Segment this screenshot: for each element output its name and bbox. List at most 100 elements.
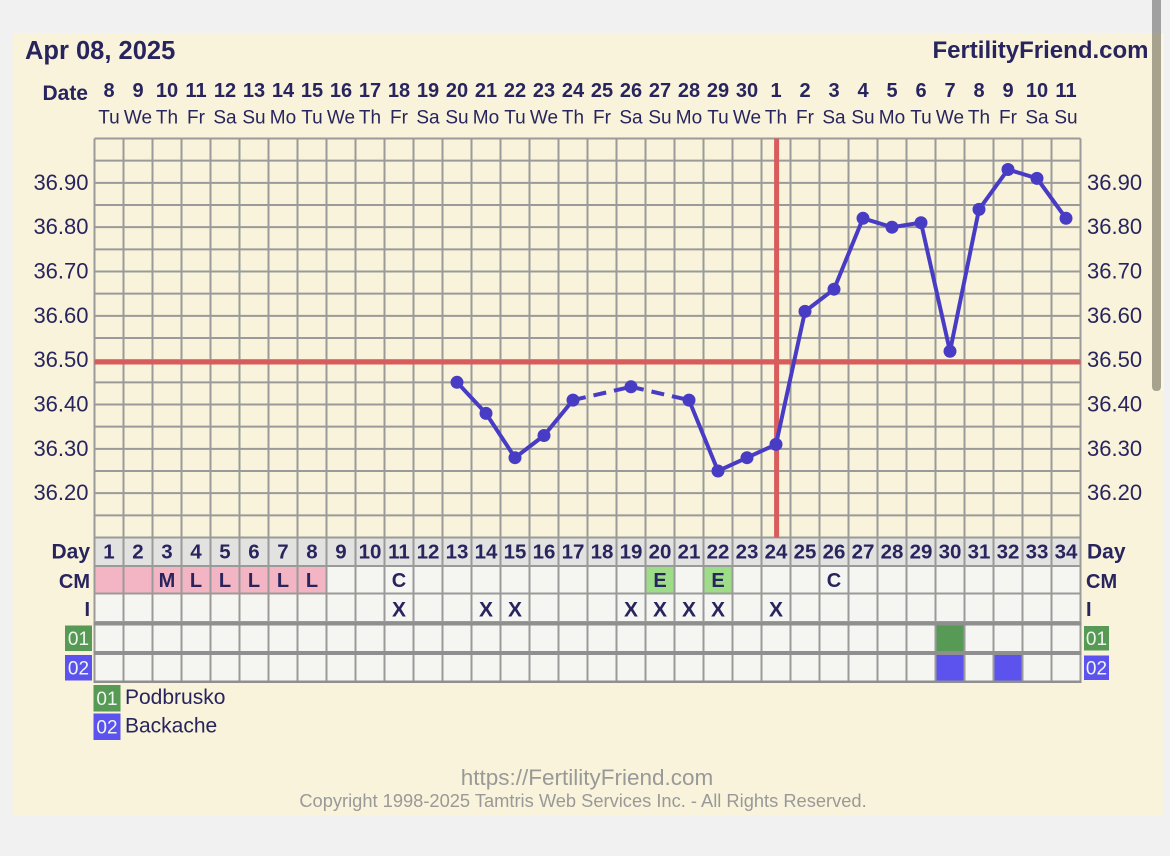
svg-text:36.70: 36.70 <box>33 259 88 284</box>
svg-text:02: 02 <box>68 658 89 679</box>
svg-text:4: 4 <box>857 80 869 102</box>
svg-text:36.90: 36.90 <box>1087 170 1142 195</box>
svg-text:10: 10 <box>156 80 178 102</box>
svg-text:6: 6 <box>915 80 926 102</box>
svg-text:X: X <box>392 599 406 622</box>
svg-text:2: 2 <box>132 541 143 564</box>
svg-text:E: E <box>711 570 724 592</box>
svg-text:13: 13 <box>446 541 469 564</box>
svg-text:17: 17 <box>562 541 585 564</box>
svg-text:X: X <box>508 599 522 622</box>
svg-text:15: 15 <box>301 80 323 102</box>
svg-text:Fr: Fr <box>187 108 206 129</box>
svg-text:Date: Date <box>42 82 88 105</box>
svg-text:Th: Th <box>359 108 381 129</box>
svg-text:C: C <box>827 570 841 592</box>
svg-text:X: X <box>624 599 638 622</box>
svg-text:We: We <box>124 108 152 129</box>
svg-text:CM: CM <box>59 571 90 593</box>
svg-text:19: 19 <box>620 541 643 564</box>
svg-text:14: 14 <box>475 541 498 564</box>
svg-text:02: 02 <box>96 717 117 738</box>
svg-text:Sa: Sa <box>416 108 440 129</box>
svg-text:Su: Su <box>851 108 874 129</box>
svg-text:Day: Day <box>51 541 90 564</box>
svg-text:6: 6 <box>248 541 259 564</box>
svg-text:C: C <box>392 570 406 592</box>
svg-text:36.30: 36.30 <box>33 436 88 461</box>
svg-text:9: 9 <box>1002 80 1013 102</box>
svg-text:Mo: Mo <box>879 108 905 129</box>
svg-text:We: We <box>530 108 558 129</box>
svg-text:Mo: Mo <box>676 108 702 129</box>
svg-text:9: 9 <box>132 80 143 102</box>
svg-text:Tu: Tu <box>910 108 931 129</box>
svg-text:FertilityFriend.com: FertilityFriend.com <box>932 37 1148 64</box>
svg-text:Fr: Fr <box>593 108 612 129</box>
svg-text:36.20: 36.20 <box>33 480 88 505</box>
svg-text:8: 8 <box>306 541 317 564</box>
svg-text:5: 5 <box>219 541 230 564</box>
svg-text:26: 26 <box>620 80 642 102</box>
svg-text:30: 30 <box>939 541 962 564</box>
svg-text:36.30: 36.30 <box>1087 436 1142 461</box>
svg-text:1: 1 <box>770 80 781 102</box>
svg-text:11: 11 <box>388 541 410 564</box>
svg-text:36.40: 36.40 <box>1087 392 1142 417</box>
svg-text:34: 34 <box>1055 541 1078 564</box>
svg-text:Apr 08, 2025: Apr 08, 2025 <box>25 37 175 65</box>
svg-text:23: 23 <box>736 541 759 564</box>
svg-text:7: 7 <box>277 541 288 564</box>
svg-text:Day: Day <box>1087 541 1126 564</box>
svg-text:Mo: Mo <box>270 108 296 129</box>
svg-text:26: 26 <box>823 541 846 564</box>
svg-text:3: 3 <box>828 80 839 102</box>
svg-text:21: 21 <box>475 80 497 102</box>
svg-text:L: L <box>219 570 231 592</box>
svg-text:M: M <box>159 570 176 592</box>
svg-text:Sa: Sa <box>619 108 643 129</box>
svg-text:Th: Th <box>562 108 584 129</box>
svg-text:11: 11 <box>185 80 206 102</box>
svg-text:We: We <box>936 108 964 129</box>
svg-text:22: 22 <box>707 541 730 564</box>
svg-text:16: 16 <box>330 80 352 102</box>
svg-text:4: 4 <box>190 541 202 564</box>
svg-text:21: 21 <box>678 541 701 564</box>
svg-text:14: 14 <box>272 80 295 102</box>
svg-text:X: X <box>711 599 725 622</box>
svg-text:Fr: Fr <box>999 108 1018 129</box>
svg-text:Th: Th <box>765 108 787 129</box>
svg-text:X: X <box>653 599 667 622</box>
svg-text:10: 10 <box>1026 80 1048 102</box>
svg-text:7: 7 <box>944 80 955 102</box>
svg-text:Fr: Fr <box>390 108 409 129</box>
svg-text:10: 10 <box>359 541 382 564</box>
svg-text:L: L <box>306 570 318 592</box>
svg-text:Tu: Tu <box>301 108 322 129</box>
svg-text:28: 28 <box>881 541 904 564</box>
svg-text:Sa: Sa <box>213 108 237 129</box>
svg-text:Th: Th <box>968 108 990 129</box>
svg-text:I: I <box>1086 599 1092 621</box>
svg-text:Backache: Backache <box>125 715 217 738</box>
svg-text:27: 27 <box>852 541 875 564</box>
svg-text:Th: Th <box>156 108 178 129</box>
svg-text:01: 01 <box>96 689 117 710</box>
svg-text:2: 2 <box>799 80 810 102</box>
svg-text:33: 33 <box>1026 541 1049 564</box>
svg-text:1: 1 <box>103 541 114 564</box>
svg-text:01: 01 <box>1086 629 1107 650</box>
svg-text:I: I <box>84 599 90 621</box>
svg-text:Su: Su <box>242 108 265 129</box>
svg-text:17: 17 <box>359 80 381 102</box>
svg-text:Copyright 1998-2025 Tamtris We: Copyright 1998-2025 Tamtris Web Services… <box>299 790 866 811</box>
svg-text:Su: Su <box>1054 108 1077 129</box>
svg-text:X: X <box>479 599 493 622</box>
svg-text:36.80: 36.80 <box>1087 214 1142 239</box>
svg-text:36.50: 36.50 <box>1087 347 1142 372</box>
svg-text:Sa: Sa <box>822 108 846 129</box>
svg-text:Tu: Tu <box>707 108 728 129</box>
svg-text:L: L <box>190 570 202 592</box>
svg-text:36.50: 36.50 <box>33 347 88 372</box>
